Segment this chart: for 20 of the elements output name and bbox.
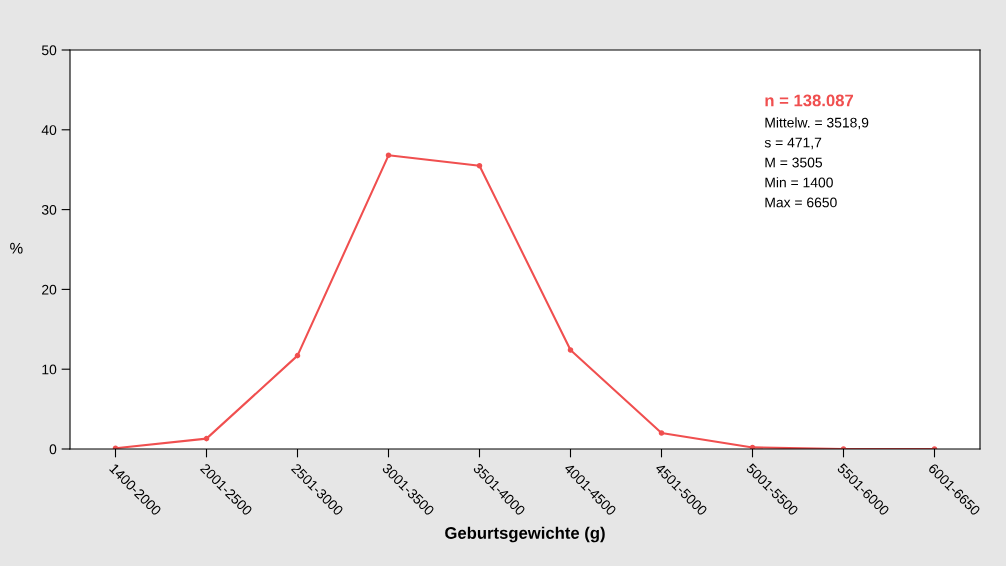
y-tick-label: 0 [49,444,57,455]
x-axis-title: Geburtsgewichte (g) [445,526,605,543]
point [476,162,483,169]
point [203,435,210,442]
point [294,352,301,359]
y-tick-label: 30 [41,204,57,215]
y-axis-title: % [10,242,23,254]
annotation: Mittelw. = 3518,9 [765,117,869,130]
annotation: M = 3505 [765,157,823,168]
y-tick-label: 20 [42,284,57,295]
y-tick-label: 40 [41,125,57,135]
y-tick-label: 50 [41,45,57,56]
point [658,430,665,436]
annotation: Max = 6650 [765,197,837,208]
annotation: s = 471,7 [764,137,822,150]
y-tick-label: 10 [42,364,57,375]
point [567,347,574,353]
annotation: Min = 1400 [765,177,833,188]
point [385,152,392,159]
annotation: n = 138.087 [765,94,854,107]
